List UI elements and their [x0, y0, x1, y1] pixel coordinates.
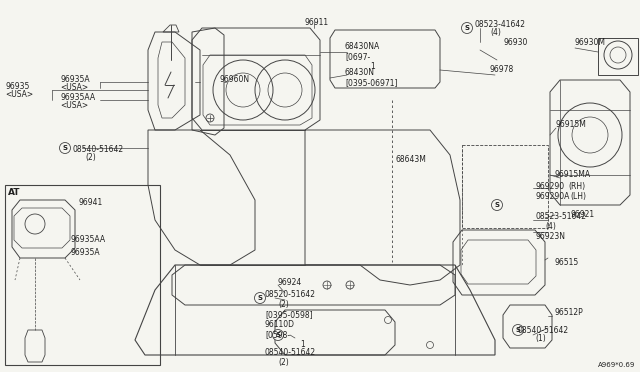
- Text: A969*0.69: A969*0.69: [598, 362, 635, 368]
- Text: 96915MA: 96915MA: [555, 170, 591, 179]
- Text: 96921: 96921: [571, 210, 595, 219]
- Text: 08540-51642: 08540-51642: [518, 326, 569, 335]
- Circle shape: [273, 330, 284, 340]
- Text: 96512P: 96512P: [555, 308, 584, 317]
- Text: 96978: 96978: [490, 65, 515, 74]
- Circle shape: [492, 199, 502, 211]
- Circle shape: [513, 324, 524, 336]
- Text: 969290A: 969290A: [536, 192, 570, 201]
- Circle shape: [255, 292, 266, 304]
- Text: <USA>: <USA>: [60, 83, 88, 92]
- Text: S: S: [257, 295, 262, 301]
- Text: S: S: [495, 202, 499, 208]
- Text: 96935A: 96935A: [60, 75, 90, 84]
- Text: (1): (1): [535, 334, 546, 343]
- Text: S: S: [465, 25, 470, 31]
- Text: 96515: 96515: [555, 258, 579, 267]
- Text: (2): (2): [278, 358, 289, 367]
- Text: 96915M: 96915M: [556, 120, 587, 129]
- Text: (2): (2): [85, 153, 96, 162]
- Circle shape: [60, 142, 70, 154]
- Text: <USA>: <USA>: [5, 90, 33, 99]
- Circle shape: [461, 22, 472, 33]
- Text: 969290: 969290: [536, 182, 565, 191]
- Text: 96924: 96924: [278, 278, 302, 287]
- Text: 96930M: 96930M: [575, 38, 606, 47]
- Text: 96935: 96935: [5, 82, 29, 91]
- Text: 68430NA: 68430NA: [345, 42, 380, 51]
- Text: [0395-0598]: [0395-0598]: [265, 310, 312, 319]
- Text: AT: AT: [8, 188, 20, 197]
- Text: [0395-06971]: [0395-06971]: [345, 78, 397, 87]
- Text: <USA>: <USA>: [60, 101, 88, 110]
- Text: 96960N: 96960N: [220, 75, 250, 84]
- Text: 08520-51642: 08520-51642: [265, 290, 316, 299]
- Text: 96935A: 96935A: [70, 248, 100, 257]
- Text: (4): (4): [490, 28, 501, 37]
- Text: S: S: [63, 145, 67, 151]
- Text: 68643M: 68643M: [396, 155, 427, 164]
- Text: (LH): (LH): [570, 192, 586, 201]
- Text: 96911: 96911: [305, 18, 329, 27]
- Text: S: S: [515, 327, 520, 333]
- Text: 08540-51642: 08540-51642: [72, 145, 123, 154]
- Text: 68430N: 68430N: [345, 68, 375, 77]
- Text: 1: 1: [300, 340, 305, 349]
- Text: 08523-51642: 08523-51642: [536, 212, 587, 221]
- Text: 96935AA: 96935AA: [70, 235, 105, 244]
- Text: 1: 1: [370, 62, 375, 71]
- Bar: [5, 185, 160, 365]
- Text: S: S: [275, 332, 280, 338]
- Text: [0697-: [0697-: [345, 52, 371, 61]
- Text: 96941: 96941: [78, 198, 102, 207]
- Text: (4): (4): [545, 222, 556, 231]
- Text: (RH): (RH): [568, 182, 585, 191]
- Text: [0598-: [0598-: [265, 330, 290, 339]
- Text: 96923N: 96923N: [536, 232, 566, 241]
- Text: 96110D: 96110D: [265, 320, 295, 329]
- Text: 96930: 96930: [504, 38, 529, 47]
- Text: 08540-51642: 08540-51642: [265, 348, 316, 357]
- Text: 96935AA: 96935AA: [60, 93, 95, 102]
- Text: (2): (2): [278, 300, 289, 309]
- Text: 08523-41642: 08523-41642: [475, 20, 526, 29]
